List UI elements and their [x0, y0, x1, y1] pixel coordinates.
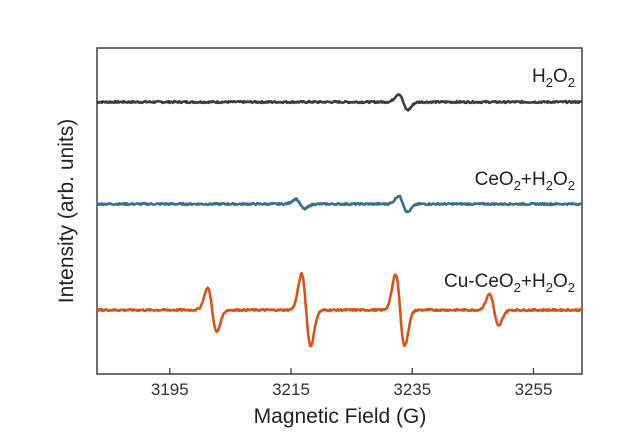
x-tick-label: 3215 — [272, 380, 310, 399]
y-axis-title: Intensity (arb. units) — [55, 119, 78, 303]
series-line-1 — [96, 194, 583, 214]
plot-frame — [96, 47, 583, 375]
series-line-2 — [96, 271, 583, 348]
series-label-2: Cu-CeO2+H2O2 — [444, 271, 575, 295]
series-label-0: H2O2 — [532, 66, 575, 90]
x-tick-label: 3235 — [393, 380, 431, 399]
x-tick-label: 3195 — [151, 380, 189, 399]
x-tick-label: 3255 — [515, 380, 553, 399]
traces — [96, 93, 583, 348]
x-axis-ticks: 3195 3215 3235 3255 — [151, 368, 553, 399]
series-labels: H2O2 CeO2+H2O2 Cu-CeO2+H2O2 — [444, 66, 575, 295]
series-line-0 — [96, 93, 583, 112]
series-label-1: CeO2+H2O2 — [475, 169, 575, 193]
x-axis-title: Magnetic Field (G) — [254, 405, 427, 428]
